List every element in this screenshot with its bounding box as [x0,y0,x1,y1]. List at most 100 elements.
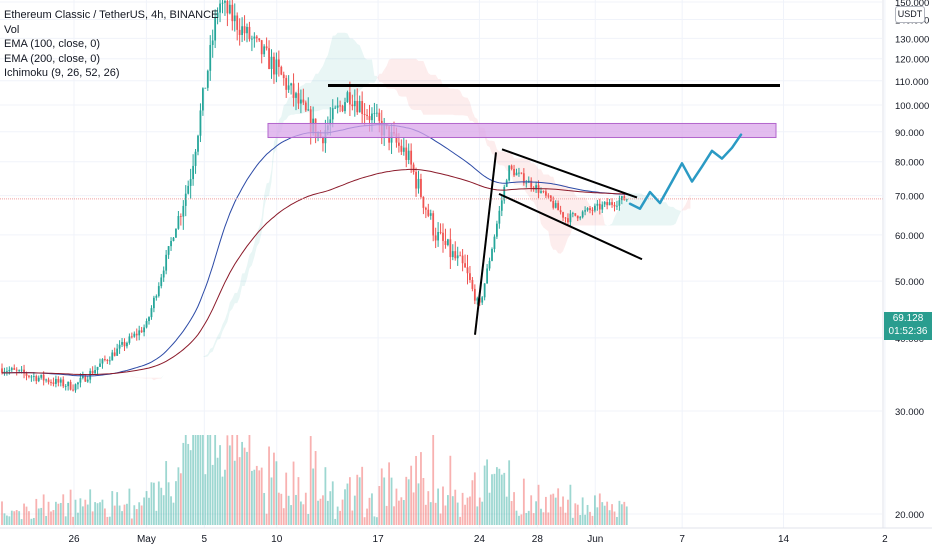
candle-body [248,26,251,40]
volume-bar [331,481,334,525]
candle-body [525,182,528,184]
candle-body [253,36,256,39]
cloud-segment [656,200,659,226]
volume-bar [576,504,579,525]
cloud-segment [310,78,314,112]
volume-bar [89,489,92,525]
candle-body [498,210,501,224]
candle-body [37,377,40,382]
volume-bar [143,497,145,525]
cloud-segment [428,73,431,115]
volume-bar [177,467,180,525]
volume-bar [469,496,471,525]
candle-body [32,376,35,377]
volume-bar [285,472,288,525]
cloud-segment [403,58,407,97]
candle-body [104,359,106,361]
volume-bar [496,467,498,525]
candle-body [121,342,123,345]
volume-bar [562,496,564,525]
currency-badge[interactable]: USDT [895,6,925,23]
candle-body [341,105,344,112]
cloud-segment [489,140,492,155]
symbol-title[interactable]: Ethereum Classic / TetherUS, 4h, BINANCE [4,9,219,21]
volume-bar [491,474,493,525]
cloud-segment [504,151,507,171]
volume-bar [197,435,199,525]
candle-body [373,113,376,115]
candle-body [329,119,332,126]
drawings[interactable] [0,83,883,335]
supply-zone [267,122,777,139]
candle-body [165,254,168,271]
legend-ema-200[interactable]: EMA (200, close, 0) [4,52,100,65]
candle-body [449,239,452,258]
volume-bar [535,501,537,525]
time-tick-label: 28 [532,534,544,545]
cloud-segment [318,69,321,111]
volume-bar [23,503,25,525]
volume-bar [32,517,35,525]
cloud-segment [531,163,534,202]
volume-bar [432,435,435,525]
volume-bar [498,468,501,525]
cloud-segment [359,45,363,91]
volume-bar [126,503,128,525]
volume-bar [221,476,224,525]
candle-body [282,74,285,79]
cloud-segment [619,204,622,226]
price-tick-label: 100.000 [895,101,929,112]
volume-bar [341,499,344,525]
cloud-segment [266,182,270,197]
legend-volume[interactable]: Vol [4,23,20,36]
bar-countdown: 01:52:36 [888,326,928,337]
legend-ema-100[interactable]: EMA (100, close, 0) [4,38,100,50]
candle-body [236,15,239,30]
volume-bar [167,482,170,525]
cloud-segment [379,73,382,83]
volume-bar [356,474,359,525]
time-axis[interactable]: 26 May 5 10 17 24 28 Jun 7 14 2 [0,527,932,545]
volume-bar [447,495,449,525]
volume-bar [434,502,437,525]
candle-body [106,360,109,361]
volume-bar [10,510,13,525]
volume-bar [527,510,530,525]
cloud-segment [242,273,245,286]
volume-bar [182,442,185,525]
volume-bar [422,477,425,525]
candle-body [417,178,420,189]
volume-bar [400,497,403,525]
volume-bar [231,435,234,525]
candle-body [405,147,408,160]
candle-body [231,4,234,22]
candle-body [138,330,141,336]
volume-bar [202,435,204,525]
candle-body [429,213,432,216]
candle-body [145,321,148,328]
candle-body [356,100,359,113]
legend-ichimoku[interactable]: Ichimoku (9, 26, 52, 26) [4,67,120,79]
cloud-segment [386,59,390,89]
candle-body [52,382,55,384]
volume-bar [574,503,577,525]
volume-bar [334,518,337,525]
cloud-segment [313,73,316,112]
volume-bar [317,500,319,525]
cloud-segment [342,32,345,106]
volume-bar [398,500,400,525]
volume-bar [121,511,123,525]
candle-body [86,379,89,382]
volume-bar [155,510,158,525]
cloud-segment [651,195,654,226]
volume-bar [508,460,511,525]
volume-bar [361,466,364,525]
price-axis[interactable]: 20.00030.00040.00050.00060.00070.00080.0… [882,0,929,528]
candle-body [591,210,594,211]
volume-bar [390,477,393,525]
cloud-segment [492,140,495,155]
volume-bar [349,477,351,525]
candle-body [251,38,253,40]
candle-body [55,378,57,384]
